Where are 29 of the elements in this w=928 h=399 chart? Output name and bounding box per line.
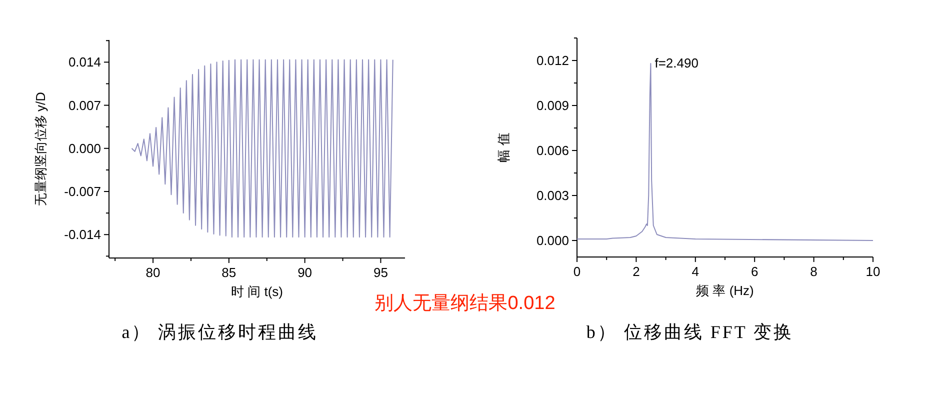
text: 别人无量纲结果0.012 <box>374 293 556 314</box>
y-axis-title: 无量纲竖向位移 y/D <box>33 92 48 206</box>
x-tick-label: 10 <box>866 264 880 279</box>
y-tick-label: 0.000 <box>536 233 569 248</box>
x-tick-label: 6 <box>750 264 758 279</box>
y-tick-label: 0.009 <box>536 98 569 113</box>
y-tick-label: 0.000 <box>68 140 101 156</box>
y-tick-label: -0.014 <box>64 227 101 242</box>
annotation: f=2.490 <box>654 56 698 70</box>
text: a） 涡振位移时程曲线 <box>122 322 318 342</box>
y-tick-label: 0.012 <box>536 53 569 68</box>
x-tick-label: 95 <box>373 265 388 280</box>
y-tick-label: 0.014 <box>68 54 101 70</box>
y-axis-title: 幅 值 <box>496 132 511 162</box>
x-tick-label: 4 <box>692 264 700 279</box>
x-axis-title: 频 率 (Hz) <box>696 283 754 298</box>
x-tick-label: 2 <box>632 264 640 279</box>
x-tick-label: 90 <box>298 265 312 280</box>
line-series <box>131 59 394 238</box>
y-tick-label: -0.007 <box>64 184 101 199</box>
y-tick-label: 0.007 <box>68 98 101 113</box>
x-axis-title: 时 间 t(s) <box>231 284 283 299</box>
x-tick-label: 85 <box>222 265 236 280</box>
x-tick-label: 8 <box>810 264 818 279</box>
text: b） 位移曲线 FFT 变换 <box>586 322 794 342</box>
y-tick-label: 0.003 <box>536 188 569 203</box>
x-tick-label: 80 <box>146 265 160 280</box>
y-tick-label: 0.006 <box>536 143 569 158</box>
x-tick-label: 0 <box>573 264 581 279</box>
